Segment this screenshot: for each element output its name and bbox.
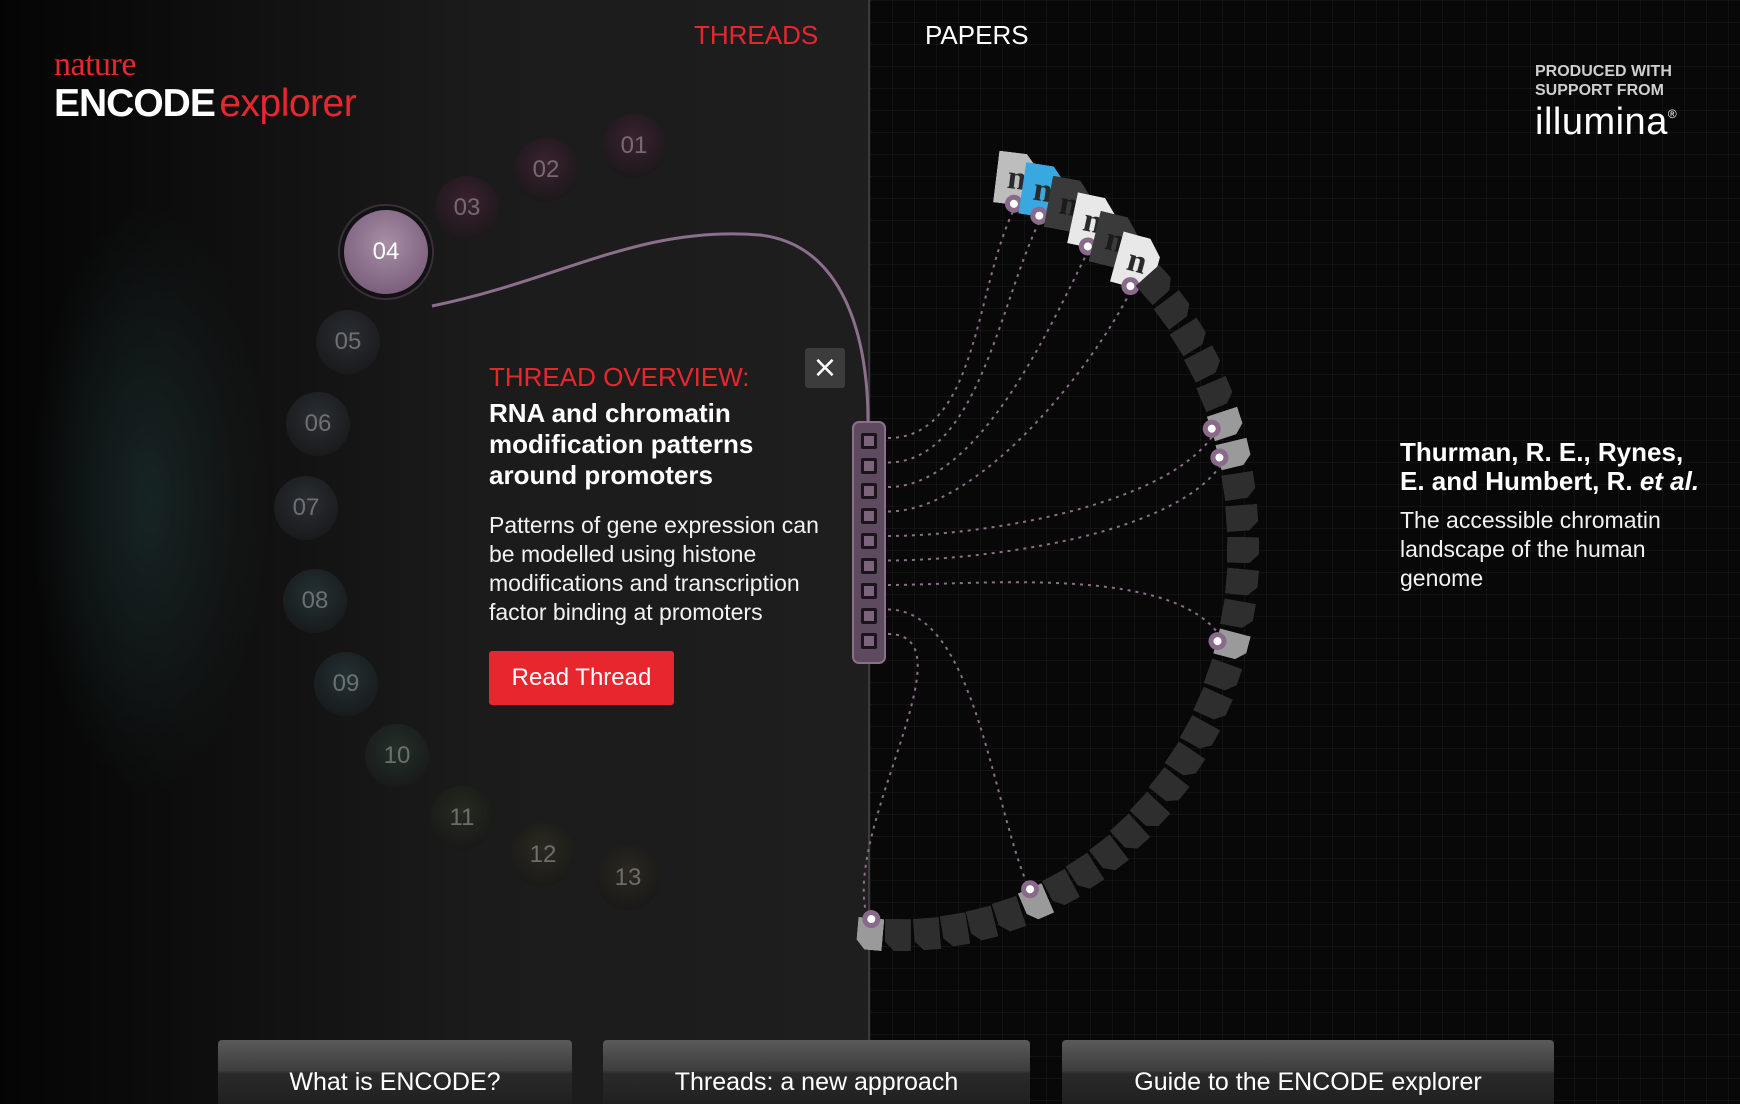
close-icon[interactable]: × (805, 348, 845, 388)
paper-icon[interactable] (912, 917, 940, 951)
thread-title: RNA and chromatin modification patterns … (489, 398, 754, 490)
selected-paper-info: Thurman, R. E., Rynes, E. and Humbert, R… (1400, 438, 1710, 593)
hub-slot (861, 608, 877, 624)
thread-connector-hub (852, 421, 886, 664)
thread-03[interactable]: 03 (435, 176, 499, 240)
paper-link-line (887, 250, 1090, 488)
thread-02[interactable]: 02 (514, 138, 578, 202)
paper-link-line (887, 425, 1220, 537)
paper-icon[interactable] (1220, 598, 1256, 629)
hub-slot (861, 633, 877, 649)
paper-icon[interactable] (1227, 537, 1259, 563)
paper-link-line (887, 608, 1034, 897)
guide-tab[interactable]: Guide to the ENCODE explorer (1062, 1040, 1554, 1104)
thread-07[interactable]: 07 (274, 476, 338, 540)
paper-icon[interactable] (856, 908, 885, 950)
paper-link-line (887, 289, 1132, 513)
sponsor-line-2: SUPPORT FROM (1535, 82, 1664, 99)
tab-threads[interactable]: THREADS (694, 20, 819, 50)
what-is-encode-tab[interactable]: What is ENCODE? (218, 1040, 572, 1104)
illumina-wordmark: illumina® (1535, 101, 1678, 143)
sponsor-logo: PRODUCED WITH SUPPORT FROM illumina® (1535, 62, 1695, 142)
thread-05[interactable]: 05 (316, 310, 380, 374)
thread-11[interactable]: 11 (430, 786, 494, 850)
read-thread-button[interactable]: Read Thread (489, 651, 674, 705)
thread-link-line (431, 232, 870, 422)
encode-explorer-logo: nature ENCODE explorer (54, 46, 357, 126)
thread-13[interactable]: 13 (596, 846, 660, 910)
hub-slot (861, 483, 877, 499)
thread-10[interactable]: 10 (365, 724, 429, 788)
hub-slot (861, 533, 877, 549)
thread-description: Patterns of gene expression can be model… (489, 512, 819, 625)
paper-link-line (887, 207, 1016, 439)
tab-papers[interactable]: PAPERS (925, 20, 1029, 50)
paper-icon[interactable] (885, 919, 911, 951)
thread-overview-heading: THREAD OVERVIEW: (489, 362, 750, 392)
explorer-wordmark: explorer (219, 82, 357, 125)
hub-slot (861, 508, 877, 524)
paper-icon[interactable] (1224, 567, 1258, 596)
thread-overview: THREAD OVERVIEW: RNA and chromatin modif… (489, 360, 839, 627)
paper-authors: Thurman, R. E., Rynes, E. and Humbert, R… (1400, 437, 1700, 496)
hub-slot (861, 458, 877, 474)
thread-04[interactable]: 04 (340, 206, 432, 298)
paper-link-line (887, 219, 1042, 464)
hub-slot (861, 433, 877, 449)
paper-icon[interactable] (1225, 504, 1259, 532)
hub-slot (861, 558, 877, 574)
paper-link-line (887, 581, 1225, 644)
paper-icon[interactable] (939, 912, 970, 948)
paper-icon[interactable] (1221, 471, 1257, 502)
encode-wordmark: ENCODE (54, 82, 216, 125)
paper-link-line (887, 455, 1227, 562)
thread-01[interactable]: 01 (602, 114, 666, 178)
nature-wordmark: nature (54, 46, 136, 83)
thread-08[interactable]: 08 (283, 569, 347, 633)
threads-panel (0, 0, 869, 1104)
thread-06[interactable]: 06 (286, 392, 350, 456)
paper-title: The accessible chromatin landscape of th… (1400, 507, 1661, 591)
thread-09[interactable]: 09 (314, 652, 378, 716)
thread-12[interactable]: 12 (511, 823, 575, 887)
sponsor-line-1: PRODUCED WITH (1535, 63, 1672, 80)
hub-slot (861, 583, 877, 599)
threads-new-approach-tab[interactable]: Threads: a new approach (603, 1040, 1030, 1104)
paper-link-line (862, 633, 919, 926)
